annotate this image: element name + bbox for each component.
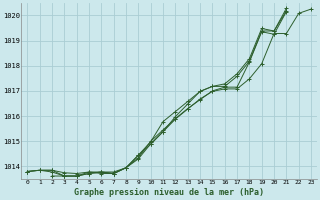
X-axis label: Graphe pression niveau de la mer (hPa): Graphe pression niveau de la mer (hPa) <box>74 188 264 197</box>
